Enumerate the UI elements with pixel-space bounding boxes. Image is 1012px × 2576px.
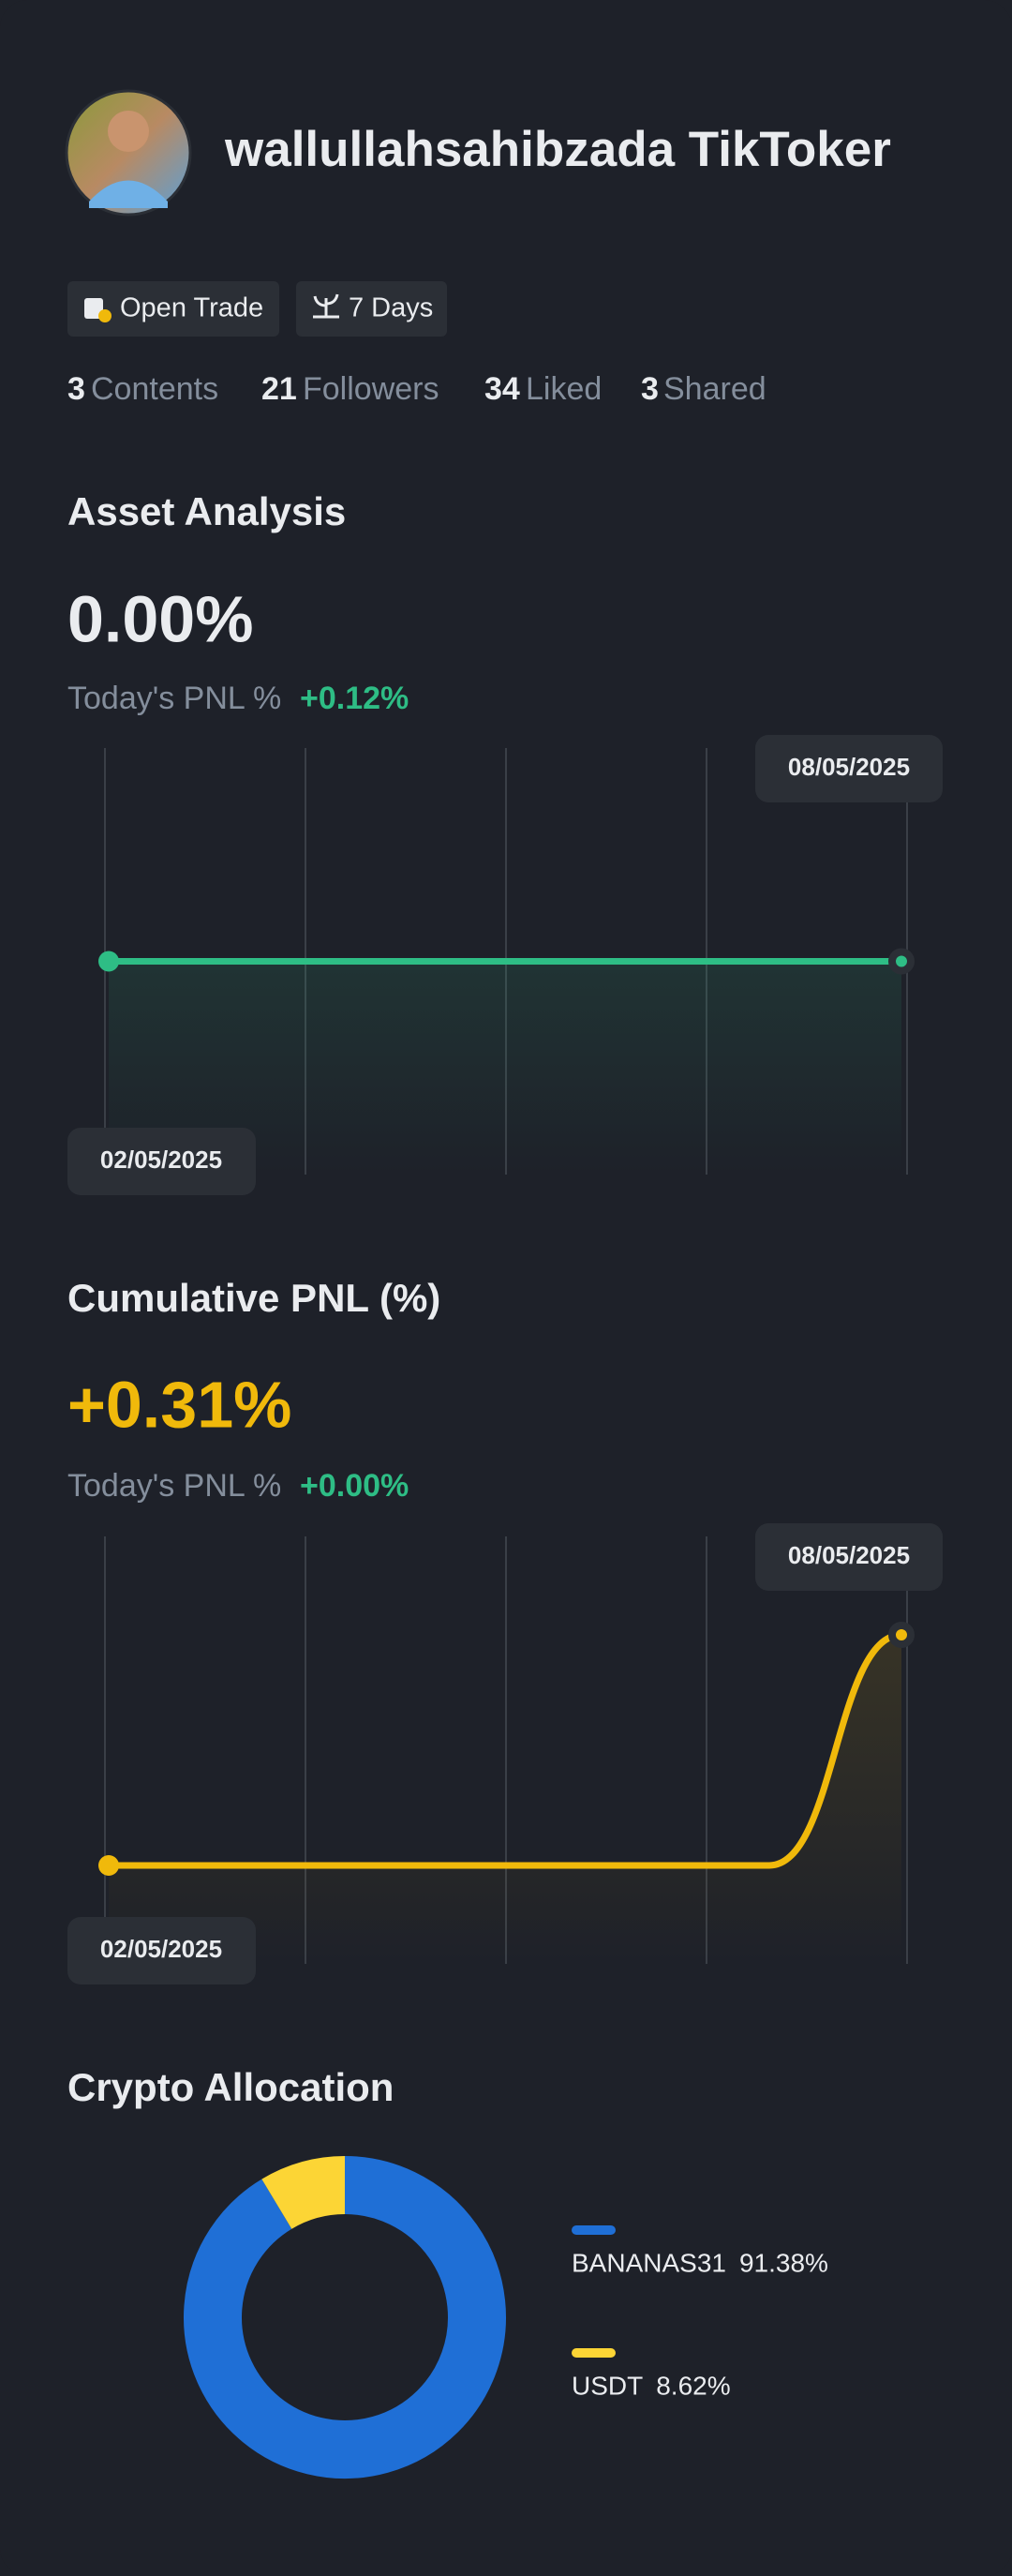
section-title: Crypto Allocation <box>67 2065 394 2109</box>
avatar-body <box>89 180 168 208</box>
legend-label: BANANAS31 <box>572 2248 726 2277</box>
section-title: Asset Analysis <box>67 489 346 533</box>
tag[interactable] <box>67 281 279 337</box>
pie-slice <box>184 2156 506 2479</box>
stat-label: Liked <box>526 371 602 407</box>
tag-label: Open Trade <box>120 293 263 323</box>
today-label: Today's PNL % <box>67 1468 281 1504</box>
point <box>98 951 119 972</box>
stat-value: 3 <box>67 371 85 407</box>
stat-label: Followers <box>303 371 439 407</box>
date-badge <box>755 1523 943 1591</box>
point <box>888 948 915 975</box>
today-value: +0.00% <box>300 1468 409 1504</box>
today-value: +0.12% <box>300 681 409 716</box>
avatar[interactable] <box>65 89 192 217</box>
date-label: 02/05/2025 <box>100 1146 222 1174</box>
headline-value: +0.31% <box>67 1368 291 1441</box>
area <box>109 961 901 1175</box>
date-badge <box>755 735 943 802</box>
tag-icon <box>313 293 339 319</box>
line <box>108 1631 902 1869</box>
stat-value: 21 <box>261 371 297 407</box>
point <box>98 1855 119 1876</box>
stat-value: 34 <box>484 371 520 407</box>
stat-label: Shared <box>663 371 766 407</box>
headline-value: 0.00% <box>67 582 253 655</box>
legend-swatch <box>572 2348 616 2358</box>
date-badge <box>67 1128 256 1195</box>
legend-value: 91.38% <box>739 2248 828 2277</box>
stat-value: 3 <box>641 371 659 407</box>
pie-slice <box>261 2156 346 2230</box>
avatar-face <box>108 111 149 152</box>
legend-value: 8.62% <box>656 2371 730 2400</box>
date-label: 02/05/2025 <box>100 1935 222 1963</box>
tag-label: 7 Days <box>349 293 433 323</box>
tag[interactable] <box>296 281 447 337</box>
date-label: 08/05/2025 <box>788 1541 910 1569</box>
stat-label: Contents <box>91 371 218 407</box>
username: wallullahsahibzada TikToker <box>224 122 891 177</box>
date-label: 08/05/2025 <box>788 753 910 781</box>
date-badge <box>67 1917 256 1984</box>
tag-icon <box>84 298 103 319</box>
area <box>109 1635 901 1964</box>
tag-icon-badge <box>98 309 112 322</box>
today-label: Today's PNL % <box>67 681 281 716</box>
legend-label: USDT <box>572 2371 643 2400</box>
legend-swatch <box>572 2225 616 2235</box>
section-title: Cumulative PNL (%) <box>67 1276 440 1320</box>
point <box>888 1622 915 1648</box>
